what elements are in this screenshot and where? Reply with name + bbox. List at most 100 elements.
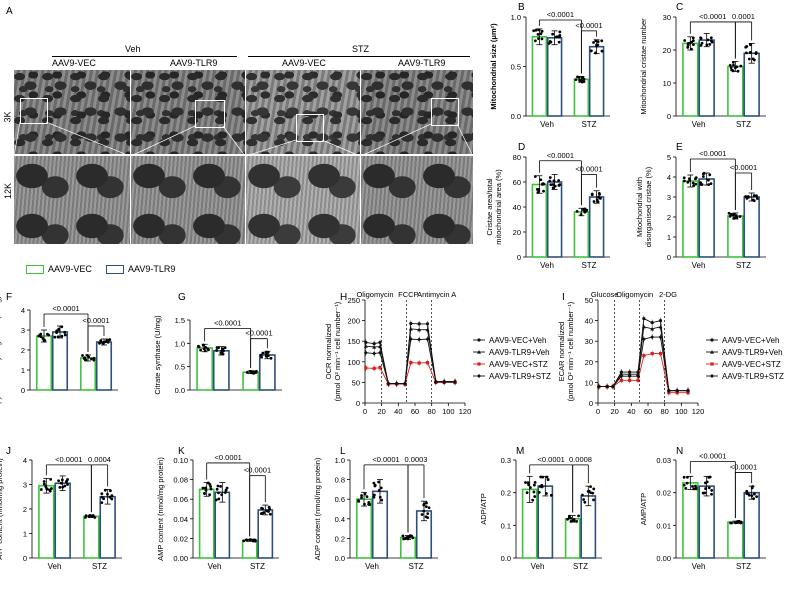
data-point-m (549, 493, 553, 497)
data-point-d (557, 179, 561, 182)
data-point-g (259, 353, 263, 357)
data-point-b (535, 28, 538, 32)
legend-label-tlr9: AAV9-TLR9 (128, 264, 176, 274)
data-point-n (685, 481, 689, 485)
p-value-label-m: 0.0008 (569, 455, 592, 464)
data-point-j (100, 492, 104, 496)
data-point-e (702, 171, 706, 175)
data-point-d (590, 192, 594, 196)
series-line-h (365, 362, 455, 385)
series-line-h (365, 328, 455, 385)
y-tick-label-i: 10 (585, 378, 593, 387)
legend-label-i: AAV9-TLR9+Veh (722, 348, 783, 357)
data-point-b (576, 75, 579, 79)
data-point-e (727, 211, 731, 215)
data-point-m (583, 500, 587, 504)
bar-f (79, 357, 97, 391)
panel-letter-l: L (340, 446, 346, 457)
data-point-l (363, 502, 366, 506)
data-point-m (526, 481, 530, 484)
group-label-veh: Veh (125, 44, 141, 54)
data-point-n (694, 486, 698, 490)
injection-label-i: Glucose (591, 290, 619, 299)
data-point-g (215, 349, 219, 352)
y-tick-label-b: 0.0 (511, 112, 521, 121)
y-tick-label-i: 30 (585, 337, 593, 346)
bar-b (588, 45, 605, 117)
data-point-f (55, 331, 58, 334)
bar-j (83, 515, 100, 559)
data-point-n (753, 492, 756, 496)
x-tick-label-n: STZ (736, 562, 751, 571)
x-tick-label-k: Veh (208, 562, 222, 571)
p-value-label-b: <0.0001 (547, 10, 574, 19)
legend-marker-h (477, 362, 481, 366)
bar-legend: AAV9-VEC AAV9-TLR9 (26, 262, 246, 278)
data-point-f (83, 356, 87, 360)
data-point-f (60, 334, 64, 338)
x-tick-label-i: 80 (660, 407, 668, 416)
group-line-stz (248, 56, 470, 57)
data-point-k (223, 491, 227, 494)
legend-label-i: AAV9-TLR9+STZ (722, 372, 784, 381)
data-point-n (735, 521, 739, 524)
bar-k (257, 509, 274, 559)
data-point-k (204, 486, 207, 490)
p-value-label-l: <0.0001 (372, 455, 399, 464)
y-tick-label-g: 0.0 (175, 386, 185, 395)
data-point-b (596, 43, 600, 47)
data-point-n (710, 492, 713, 496)
y-tick-label-d: 80 (513, 153, 521, 162)
x-tick-label-j: Veh (48, 562, 62, 571)
bar-j (99, 495, 116, 559)
y-tick-label-c: 20 (663, 46, 671, 55)
data-point-l (406, 536, 410, 540)
y-axis-title-d: Cristae area/total (485, 178, 494, 235)
panel-letter-j: J (6, 446, 11, 457)
data-point-c (736, 69, 740, 73)
data-point-d (575, 209, 579, 213)
data-point-f (42, 338, 46, 342)
y-tick-label-n: 0.03 (656, 456, 671, 465)
data-point-c (692, 43, 695, 47)
data-point-l (427, 506, 431, 510)
y-tick-label-i: 50 (585, 296, 593, 305)
data-point-l (360, 496, 363, 500)
data-point-d (598, 192, 601, 196)
p-value-label-e: <0.0001 (730, 163, 757, 172)
micrograph-3k-stz-vec (246, 70, 360, 154)
data-point-l (425, 501, 428, 505)
data-point-k (265, 509, 269, 513)
data-point-k (217, 491, 220, 495)
data-point-m (527, 483, 531, 487)
bar-e (727, 215, 744, 258)
p-value-label-k: <0.0001 (215, 453, 242, 462)
y-tick-label-k: 0.02 (173, 534, 188, 543)
data-point-m (533, 480, 537, 484)
y-tick-label-n: 0.02 (656, 489, 671, 498)
data-point-d (548, 179, 552, 183)
y-tick-label-d: 60 (513, 178, 521, 187)
y-tick-label-k: 0.00 (173, 554, 188, 563)
data-point-m (531, 498, 535, 502)
y-axis-title-h: (pmol O² min⁻¹ cell number⁻¹) (333, 301, 342, 401)
data-point-d (551, 183, 555, 186)
data-point-j (39, 488, 43, 491)
y-tick-label-b: 0.5 (511, 63, 521, 72)
data-point-b (592, 41, 595, 44)
panel-letter-b: B (518, 2, 525, 13)
data-point-j (49, 478, 53, 481)
data-point-k (268, 507, 271, 511)
data-point-d (533, 175, 537, 178)
y-axis-title-b: Mitochondrial size (μm²) (489, 23, 498, 110)
y-axis-title-i: ECAR normalized (557, 322, 566, 382)
y-tick-label-d: 40 (513, 203, 521, 212)
data-point-l (426, 516, 430, 519)
panel-letter-d: D (518, 142, 525, 153)
data-point-b (596, 40, 600, 44)
data-point-j (109, 489, 112, 493)
y-tick-label-j: 3 (23, 481, 27, 490)
y-tick-label-e: 1 (667, 233, 671, 242)
data-point-l (401, 534, 405, 538)
